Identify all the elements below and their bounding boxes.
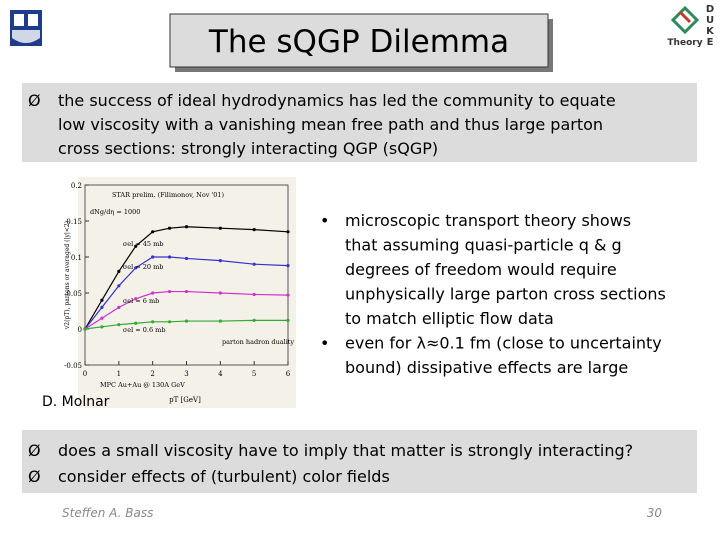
y-tick-label: 0.1 <box>71 254 82 262</box>
series-point <box>134 244 138 248</box>
series-point <box>218 291 222 295</box>
series-point <box>286 264 290 268</box>
footer-author: Steffen A. Bass <box>62 506 153 520</box>
series-point <box>100 298 104 302</box>
series-point <box>286 293 290 297</box>
series-point <box>218 319 222 323</box>
bullet-line: bound) dissipative effects are large <box>345 358 628 377</box>
plot-annotation: MPC Au+Au @ 130A GeV <box>100 381 185 389</box>
x-tick-label: 2 <box>150 370 154 378</box>
series-point <box>151 255 155 259</box>
series-point <box>167 255 172 259</box>
bullet: Ø <box>28 91 41 110</box>
caption: D. Molnar <box>42 394 110 410</box>
intro-line: cross sections: strongly interacting QGP… <box>58 139 438 158</box>
series-point <box>184 256 189 261</box>
question: does a small viscosity have to imply tha… <box>58 441 633 460</box>
series-label: σel ≈ 45 mb <box>123 240 164 248</box>
y-tick-label: 0.05 <box>66 290 82 298</box>
series-point <box>100 325 104 329</box>
series-line <box>84 319 288 330</box>
series-line <box>84 290 289 330</box>
bullet-line: even for λ≈0.1 fm (close to uncertainty <box>345 334 662 353</box>
plot-annotation: parton hadron duality <box>222 338 294 346</box>
series-point <box>117 284 121 288</box>
series-point <box>184 289 189 294</box>
series-point <box>100 316 104 320</box>
y-axis-label: v2(pT), partons or averaged (|y|<2) <box>64 221 71 330</box>
title: The sQGP Dilemma <box>208 24 509 60</box>
logo-letter: K <box>706 26 715 37</box>
y-tick-label: -0.05 <box>64 362 82 370</box>
intro-line: the success of ideal hydrodynamics has l… <box>58 91 616 110</box>
series-point <box>151 320 155 324</box>
bullet: • <box>320 334 329 353</box>
series-point <box>117 323 121 327</box>
series-point <box>286 318 290 322</box>
bullet-line: degrees of freedom would require <box>345 260 617 279</box>
series-point <box>252 292 256 297</box>
logo-right: Theory <box>667 5 703 48</box>
plot-annotation: STAR prelim. (Filimonov, Nov '01) <box>112 191 225 199</box>
intro-box <box>22 83 697 162</box>
logo-letter: U <box>706 15 714 26</box>
series-point <box>134 266 138 270</box>
series-point <box>167 320 172 324</box>
series-point <box>252 228 256 232</box>
series-point <box>151 291 155 295</box>
series-point <box>134 297 138 301</box>
x-tick-label: 0 <box>83 370 87 378</box>
x-tick-label: 5 <box>252 370 256 378</box>
bullet-line: microscopic transport theory shows <box>345 211 631 230</box>
series-point <box>252 318 256 322</box>
intro-line: low viscosity with a vanishing mean free… <box>58 115 603 134</box>
series-point <box>184 319 189 323</box>
bullet: Ø <box>28 441 41 460</box>
x-axis-label: pT [GeV] <box>169 396 201 404</box>
x-tick-label: 1 <box>117 370 121 378</box>
series-point <box>252 262 256 266</box>
bullet-line: that assuming quasi-particle q & g <box>345 236 622 255</box>
y-tick-label: 0.15 <box>66 218 82 226</box>
series-line <box>84 226 289 330</box>
logo-left <box>10 10 42 46</box>
series-point <box>286 230 290 234</box>
bullet: Ø <box>28 467 41 486</box>
series-label: σel ≈ 20 mb <box>123 263 164 271</box>
logo-letter: E <box>707 37 714 48</box>
question: consider effects of (turbulent) color fi… <box>58 467 390 486</box>
series-point <box>151 230 155 234</box>
logo-letter: D <box>706 4 714 15</box>
series-point <box>134 321 138 325</box>
series-label: σel ≈ 0.6 mb <box>123 326 166 334</box>
bullet-line: unphysically large parton cross sections <box>345 285 666 304</box>
x-tick-label: 4 <box>218 370 223 378</box>
bullet-line: to match elliptic flow data <box>345 309 554 328</box>
series-point <box>83 327 87 331</box>
plot-annotation: dNg/dη = 1000 <box>90 208 140 216</box>
x-tick-label: 3 <box>184 370 188 378</box>
y-tick-label: 0 <box>78 326 82 334</box>
questions-box <box>22 430 697 493</box>
logo-label: Theory <box>667 38 702 48</box>
series-point <box>167 289 172 294</box>
bullet: • <box>320 211 329 230</box>
series-line <box>84 256 289 330</box>
series-point <box>218 226 222 230</box>
series-point <box>117 305 121 309</box>
series-point <box>117 269 121 273</box>
page-number: 30 <box>647 506 663 520</box>
y-tick-label: 0.2 <box>71 182 82 190</box>
series-point <box>218 259 222 263</box>
series-point <box>167 226 172 230</box>
series-label: σel ≈ 6 mb <box>123 297 159 305</box>
series-point <box>100 305 104 309</box>
series-point <box>184 225 189 229</box>
x-tick-label: 6 <box>286 370 291 378</box>
title-box <box>169 13 549 68</box>
